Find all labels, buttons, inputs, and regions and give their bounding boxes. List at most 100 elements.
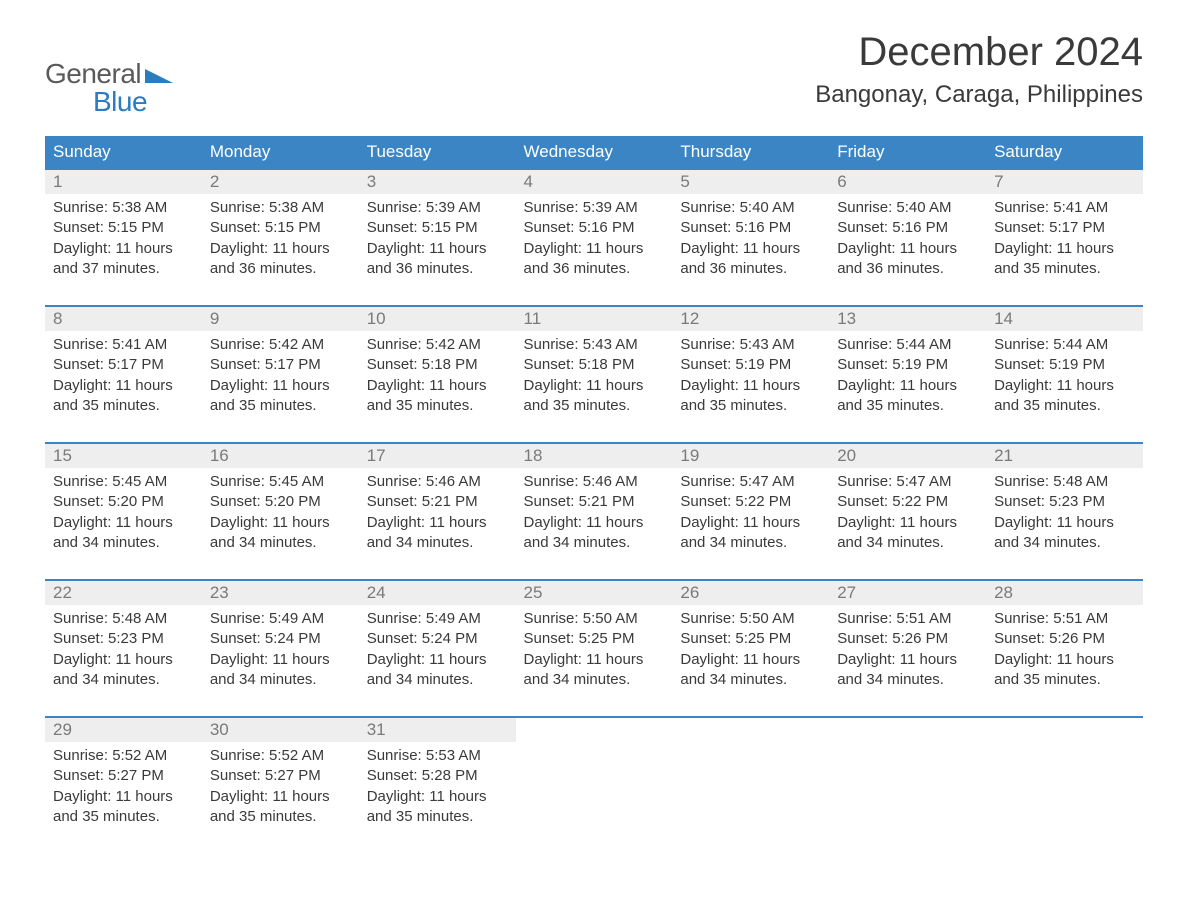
sunrise-label: Sunrise:: [837, 199, 892, 216]
sunrise-value: 5:47 AM: [740, 473, 795, 490]
daylight-line: Daylight: 11 hours and 36 minutes.: [837, 239, 978, 280]
daylight-label: Daylight:: [53, 788, 111, 805]
sunset-label: Sunset:: [994, 356, 1045, 373]
daylight-line: Daylight: 11 hours and 34 minutes.: [210, 650, 351, 691]
day-content: Sunrise: 5:46 AMSunset: 5:21 PMDaylight:…: [524, 468, 665, 553]
sunrise-value: 5:40 AM: [740, 199, 795, 216]
daylight-line: Daylight: 11 hours and 35 minutes.: [367, 376, 508, 417]
day-number-cell: 6: [829, 169, 986, 194]
sunrise-line: Sunrise: 5:49 AM: [210, 609, 351, 629]
sunrise-value: 5:51 AM: [896, 610, 951, 627]
sunset-line: Sunset: 5:16 PM: [524, 218, 665, 238]
sunset-value: 5:25 PM: [579, 630, 635, 647]
day-number-cell: 7: [986, 169, 1143, 194]
weekday-header: Tuesday: [359, 136, 516, 169]
sunrise-value: 5:52 AM: [269, 747, 324, 764]
sunrise-label: Sunrise:: [367, 610, 422, 627]
weekday-header: Monday: [202, 136, 359, 169]
day-content-row: Sunrise: 5:48 AMSunset: 5:23 PMDaylight:…: [45, 605, 1143, 717]
sunset-value: 5:17 PM: [265, 356, 321, 373]
sunrise-value: 5:47 AM: [896, 473, 951, 490]
sunrise-line: Sunrise: 5:43 AM: [680, 335, 821, 355]
sunset-value: 5:19 PM: [1049, 356, 1105, 373]
sunrise-label: Sunrise:: [367, 199, 422, 216]
sunrise-label: Sunrise:: [680, 199, 735, 216]
day-content-cell: Sunrise: 5:45 AMSunset: 5:20 PMDaylight:…: [45, 468, 202, 580]
day-content: Sunrise: 5:50 AMSunset: 5:25 PMDaylight:…: [680, 605, 821, 690]
day-content-row: Sunrise: 5:52 AM Sunset: 5:27 PM Daylight:…: [45, 742, 1143, 853]
weekday-header: Wednesday: [516, 136, 673, 169]
sunrise-label: Sunrise:: [994, 336, 1049, 353]
sunrise-label: Sunrise:: [53, 610, 108, 627]
daylight-label: Daylight:: [210, 788, 268, 805]
daylight-line: Daylight: 11 hours and 34 minutes.: [680, 650, 821, 691]
daylight-label: Daylight:: [367, 651, 425, 668]
sunset-value: 5:27 PM: [265, 767, 321, 784]
day-number-cell: 19: [672, 443, 829, 468]
day-number-row: 1234567: [45, 169, 1143, 194]
sunset-label: Sunset:: [837, 219, 888, 236]
sunrise-line: Sunrise: 5:42 AM: [367, 335, 508, 355]
sunrise-value: 5:50 AM: [740, 610, 795, 627]
day-content-cell: Sunrise: 5:43 AMSunset: 5:19 PMDaylight:…: [672, 331, 829, 443]
sunset-line: Sunset: 5:27 PM: [210, 766, 351, 786]
day-content-cell: Sunrise: 5:40 AM Sunset: 5:16 PM Daylight:…: [672, 194, 829, 306]
sunrise-line: Sunrise: 5:45 AM: [53, 472, 194, 492]
sunset-value: 5:19 PM: [892, 356, 948, 373]
day-number-cell: 3: [359, 169, 516, 194]
daylight-label: Daylight:: [837, 377, 895, 394]
daylight-label: Daylight:: [680, 240, 738, 257]
daylight-line: Daylight: 11 hours and 35 minutes.: [210, 376, 351, 417]
sunrise-value: 5:52 AM: [112, 747, 167, 764]
day-number-row: 15161718192021: [45, 443, 1143, 468]
day-content: Sunrise: 5:49 AMSunset: 5:24 PMDaylight:…: [210, 605, 351, 690]
daylight-line: Daylight: 11 hours and 35 minutes.: [994, 239, 1135, 280]
sunrise-line: Sunrise: 5:46 AM: [524, 472, 665, 492]
daylight-line: Daylight: 11 hours and 34 minutes.: [367, 650, 508, 691]
day-number-row: 293031: [45, 717, 1143, 742]
sunrise-line: Sunrise: 5:41 AM: [53, 335, 194, 355]
sunrise-label: Sunrise:: [210, 610, 265, 627]
sunset-value: 5:15 PM: [108, 219, 164, 236]
sunrise-line: Sunrise: 5:44 AM: [837, 335, 978, 355]
sunrise-label: Sunrise:: [524, 336, 579, 353]
day-number-cell: 29: [45, 717, 202, 742]
sunrise-value: 5:50 AM: [583, 610, 638, 627]
day-number-cell: 18: [516, 443, 673, 468]
day-content: Sunrise: 5:52 AMSunset: 5:27 PMDaylight:…: [210, 742, 351, 827]
day-number-cell: 14: [986, 306, 1143, 331]
day-number-cell: 24: [359, 580, 516, 605]
daylight-label: Daylight:: [210, 651, 268, 668]
sunset-label: Sunset:: [680, 493, 731, 510]
sunrise-line: Sunrise: 5:45 AM: [210, 472, 351, 492]
daylight-label: Daylight:: [837, 651, 895, 668]
sunset-label: Sunset:: [680, 219, 731, 236]
sunrise-label: Sunrise:: [367, 747, 422, 764]
daylight-line: Daylight: 11 hours and 35 minutes.: [994, 650, 1135, 691]
daylight-label: Daylight:: [994, 240, 1052, 257]
daylight-line: Daylight: 11 hours and 34 minutes.: [210, 513, 351, 554]
sunset-label: Sunset:: [367, 767, 418, 784]
day-content-cell: [672, 742, 829, 853]
daylight-line: Daylight: 11 hours and 34 minutes.: [837, 513, 978, 554]
day-content: Sunrise: 5:38 AMSunset: 5:15 PMDaylight:…: [210, 194, 351, 279]
sunset-value: 5:25 PM: [735, 630, 791, 647]
sunset-line: Sunset: 5:26 PM: [837, 629, 978, 649]
sunrise-value: 5:44 AM: [1053, 336, 1108, 353]
sunset-line: Sunset: 5:23 PM: [994, 492, 1135, 512]
sunset-line: Sunset: 5:18 PM: [367, 355, 508, 375]
day-number-row: 22232425262728: [45, 580, 1143, 605]
sunrise-line: Sunrise: 5:39 AM: [524, 198, 665, 218]
sunset-label: Sunset:: [524, 630, 575, 647]
day-content-cell: Sunrise: 5:52 AMSunset: 5:27 PMDaylight:…: [45, 742, 202, 853]
day-content-cell: Sunrise: 5:51 AM Sunset: 5:26 PM Daylight:…: [829, 605, 986, 717]
day-content: Sunrise: 5:43 AMSunset: 5:19 PMDaylight:…: [680, 331, 821, 416]
day-content-cell: Sunrise: 5:42 AMSunset: 5:17 PMDaylight:…: [202, 331, 359, 443]
sunset-label: Sunset:: [837, 630, 888, 647]
sunrise-label: Sunrise:: [837, 610, 892, 627]
daylight-label: Daylight:: [994, 514, 1052, 531]
day-content-row: Sunrise: 5:41 AM Sunset: 5:17 PM Daylight:…: [45, 331, 1143, 443]
sunrise-value: 5:43 AM: [583, 336, 638, 353]
daylight-label: Daylight:: [837, 240, 895, 257]
sunset-line: Sunset: 5:16 PM: [680, 218, 821, 238]
